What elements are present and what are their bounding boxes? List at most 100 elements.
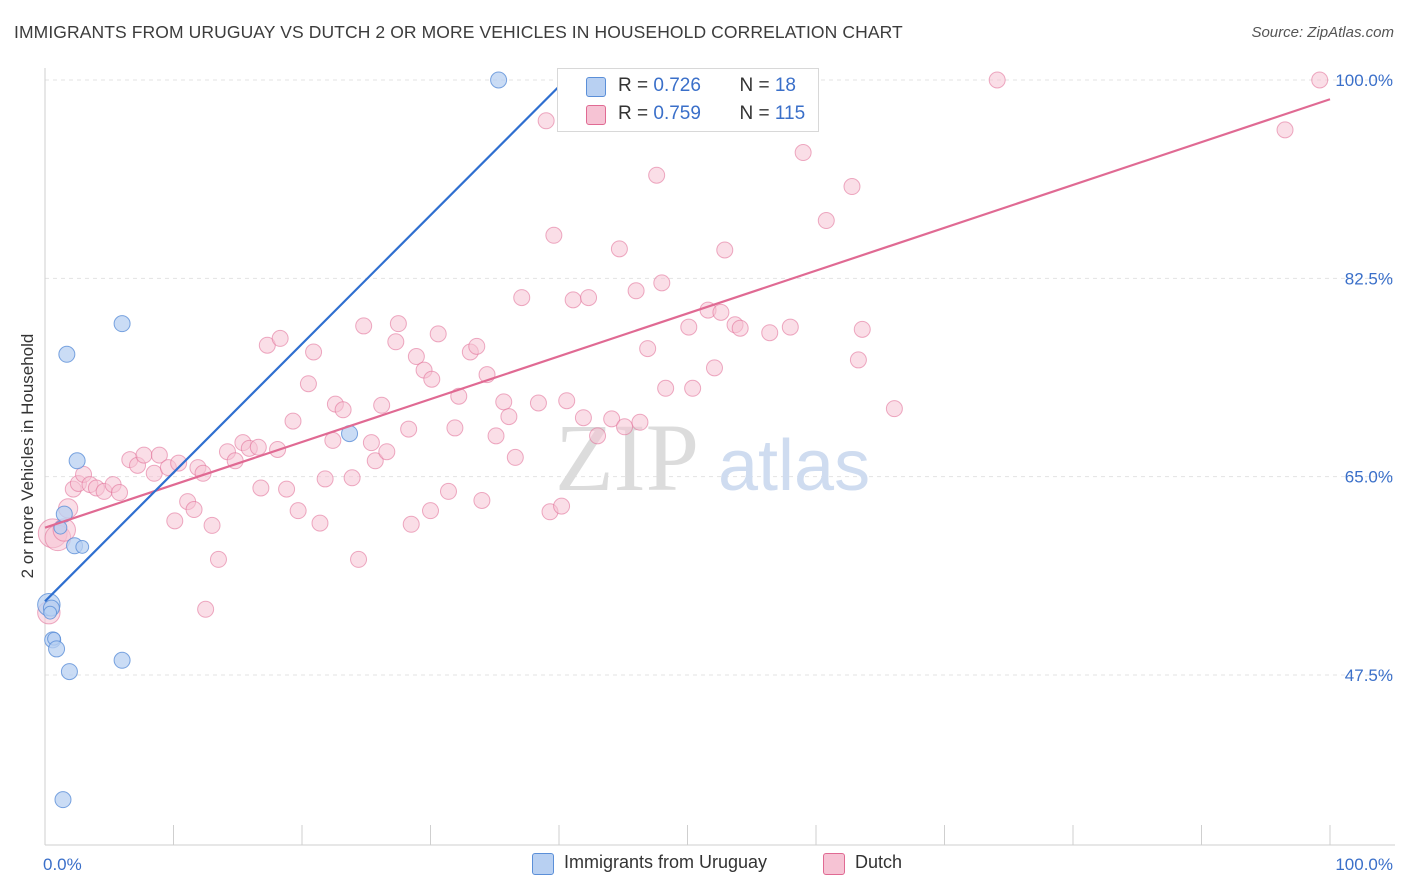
legend-r-value: 0.759 bbox=[653, 103, 701, 124]
dutch-point bbox=[387, 333, 405, 351]
dutch-point bbox=[684, 379, 702, 397]
dutch-point bbox=[564, 291, 582, 309]
dutch-point bbox=[197, 600, 215, 618]
dutch-point bbox=[468, 337, 486, 355]
legend-n-value: 115 bbox=[774, 103, 806, 124]
dutch-point bbox=[627, 282, 645, 300]
dutch-point bbox=[610, 240, 628, 258]
uruguay-point bbox=[113, 315, 131, 333]
dutch-point bbox=[429, 325, 447, 343]
legend-r-label: R = bbox=[618, 103, 654, 124]
dutch-points bbox=[37, 71, 1329, 625]
dutch-point bbox=[324, 431, 342, 449]
uruguay-point bbox=[43, 605, 58, 620]
correlation-legend: R = 0.726 N = 18 R = 0.759 N = 115 bbox=[557, 68, 819, 132]
dutch-point bbox=[278, 480, 296, 498]
dutch-point bbox=[311, 514, 329, 532]
legend-n-label: N = bbox=[739, 75, 775, 96]
bottom-legend-swatch-uruguay bbox=[532, 853, 554, 875]
uruguay-point bbox=[58, 345, 76, 363]
dutch-point bbox=[513, 289, 531, 307]
bottom-legend-dutch: Dutch bbox=[855, 852, 903, 872]
dutch-point bbox=[545, 226, 563, 244]
dutch-point bbox=[731, 319, 749, 337]
dutch-point bbox=[166, 512, 184, 530]
uruguay-points bbox=[37, 71, 508, 809]
grid-lines bbox=[45, 79, 1395, 676]
dutch-point bbox=[249, 438, 267, 456]
dutch-point bbox=[271, 329, 289, 347]
dutch-point bbox=[885, 400, 903, 418]
dutch-point bbox=[343, 469, 361, 487]
dutch-point bbox=[203, 516, 221, 534]
dutch-point bbox=[631, 413, 649, 431]
dutch-point bbox=[252, 479, 270, 497]
dutch-point bbox=[589, 427, 607, 445]
dutch-point bbox=[580, 289, 598, 307]
dutch-point bbox=[446, 419, 464, 437]
dutch-point bbox=[657, 379, 675, 397]
dutch-point bbox=[362, 434, 380, 452]
x-tick-label: 100.0% bbox=[1335, 855, 1393, 874]
dutch-point bbox=[209, 550, 227, 568]
dutch-point bbox=[853, 320, 871, 338]
dutch-point bbox=[781, 318, 799, 336]
dutch-point bbox=[500, 408, 518, 426]
dutch-point bbox=[653, 274, 671, 292]
dutch-point bbox=[366, 452, 384, 470]
dutch-point bbox=[334, 401, 352, 419]
dutch-point bbox=[145, 464, 163, 482]
dutch-point bbox=[648, 166, 666, 184]
dutch-point bbox=[170, 454, 188, 472]
watermark-atlas: atlas bbox=[718, 426, 870, 506]
dutch-point bbox=[843, 178, 861, 196]
dutch-point bbox=[299, 375, 317, 393]
dutch-point bbox=[794, 144, 812, 162]
x-tick-label: 0.0% bbox=[43, 855, 82, 874]
dutch-point bbox=[135, 446, 153, 464]
legend-r-value: 0.726 bbox=[653, 75, 701, 96]
dutch-point bbox=[400, 420, 418, 438]
dutch-point bbox=[407, 348, 425, 366]
dutch-point bbox=[111, 484, 129, 502]
dutch-point bbox=[761, 324, 779, 342]
uruguay-trend-line bbox=[44, 79, 567, 603]
uruguay-point bbox=[54, 791, 72, 809]
legend-swatch-uruguay bbox=[586, 77, 606, 97]
dutch-point bbox=[988, 71, 1006, 89]
dutch-point bbox=[495, 393, 513, 411]
uruguay-point bbox=[75, 540, 90, 554]
y-tick-label: 100.0% bbox=[1335, 71, 1393, 90]
dutch-point bbox=[712, 303, 730, 321]
legend-row-uruguay: R = 0.726 N = 18 bbox=[618, 75, 796, 97]
y-tick-label: 47.5% bbox=[1345, 666, 1393, 685]
dutch-point bbox=[639, 340, 657, 358]
dutch-point bbox=[553, 497, 571, 515]
dutch-point bbox=[537, 112, 555, 130]
dutch-point bbox=[355, 317, 373, 335]
dutch-point bbox=[680, 318, 698, 336]
dutch-point bbox=[603, 410, 621, 428]
dutch-point bbox=[487, 427, 505, 445]
uruguay-point bbox=[113, 651, 131, 669]
dutch-point bbox=[423, 370, 441, 388]
dutch-point bbox=[1276, 121, 1294, 139]
uruguay-point bbox=[60, 663, 78, 681]
dutch-point bbox=[316, 470, 334, 488]
dutch-point bbox=[616, 418, 634, 436]
legend-n-value: 18 bbox=[774, 75, 796, 96]
y-tick-label: 82.5% bbox=[1345, 269, 1393, 288]
dutch-point bbox=[473, 491, 491, 509]
bottom-legend-uruguay: Immigrants from Uruguay bbox=[564, 852, 768, 872]
dutch-point bbox=[439, 482, 457, 500]
dutch-point bbox=[150, 446, 168, 464]
dutch-point bbox=[705, 359, 723, 377]
axes bbox=[44, 68, 1395, 846]
dutch-point bbox=[289, 502, 307, 520]
chart-source: Source: ZipAtlas.com bbox=[1251, 24, 1394, 41]
dutch-point bbox=[558, 392, 576, 410]
uruguay-point bbox=[490, 71, 508, 89]
dutch-point bbox=[817, 212, 835, 230]
dutch-point bbox=[422, 502, 439, 520]
